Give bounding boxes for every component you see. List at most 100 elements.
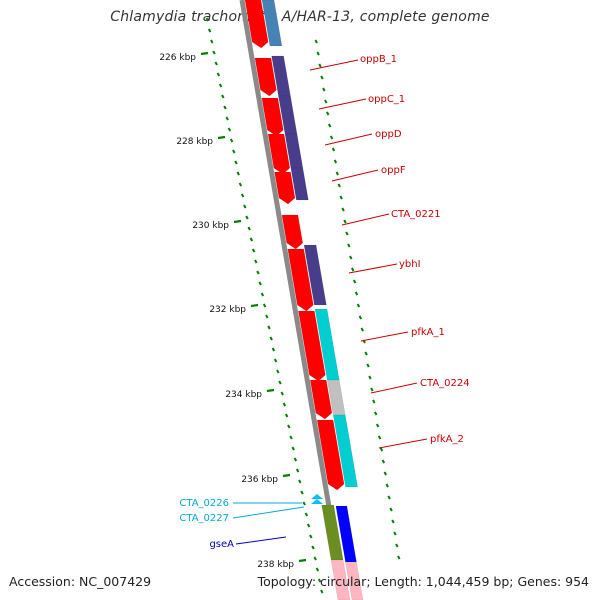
kbp-tick-mark — [266, 388, 275, 393]
inner-dot-tick — [207, 28, 212, 33]
kbp-tick-mark — [217, 135, 226, 140]
outer-dot-tick — [339, 195, 343, 200]
outer-dot-tick — [337, 183, 341, 188]
inner-dot-tick — [251, 248, 256, 253]
trna-marker — [311, 494, 323, 504]
gene-label-leader — [309, 59, 359, 71]
cds-arrow — [244, 0, 269, 49]
outer-dot-tick — [316, 51, 320, 56]
outer-dot-tick — [381, 459, 386, 464]
outer-dot-tick — [324, 99, 328, 104]
outer-dot-tick — [366, 363, 370, 368]
outer-dot-tick — [349, 255, 353, 260]
gene-label: pfkA_1 — [411, 327, 445, 338]
inner-dot-tick — [313, 556, 317, 561]
inner-dot-tick — [236, 171, 240, 176]
outer-dot-tick — [322, 87, 326, 92]
outer-dot-tick — [397, 555, 401, 560]
gene-label-leader — [324, 133, 373, 146]
inner-dot-tick — [276, 369, 280, 374]
outer-dot-tick — [358, 315, 363, 320]
inner-dot-tick — [216, 72, 221, 77]
outer-dot-tick — [350, 267, 355, 272]
kbp-tick-label: 232 kbp — [209, 305, 246, 315]
inner-dot-tick — [280, 391, 284, 396]
outer-dot-tick — [354, 291, 359, 296]
inner-dot-tick — [269, 336, 273, 341]
inner-dot-tick — [320, 589, 324, 594]
outer-dot-tick — [326, 111, 330, 116]
inner-dot-tick — [278, 380, 282, 385]
outer-dot-tick — [364, 351, 368, 356]
outer-dot-tick — [375, 423, 380, 428]
outer-dot-tick — [374, 411, 378, 416]
outer-dot-tick — [341, 207, 345, 212]
inner-dot-tick — [205, 17, 210, 22]
kbp-tick-label: 230 kbp — [192, 221, 229, 231]
cog-box — [332, 414, 358, 488]
inner-dot-tick — [273, 358, 278, 363]
outer-dot-tick — [389, 507, 393, 512]
inner-dot-tick — [293, 457, 298, 462]
inner-dot-tick — [282, 402, 287, 407]
kbp-tick-label: 234 kbp — [225, 390, 262, 400]
cog-box — [290, 167, 309, 201]
inner-dot-tick — [271, 347, 276, 352]
outer-dot-tick — [318, 63, 322, 68]
gene-label-leader — [360, 331, 409, 342]
inner-dot-tick — [240, 193, 245, 198]
cog-box — [303, 244, 327, 306]
inner-dot-tick — [260, 292, 265, 297]
cds-arrow — [281, 214, 304, 250]
kbp-tick-label: 228 kbp — [176, 137, 213, 147]
inner-dot-tick — [258, 281, 262, 286]
outer-dot-tick — [327, 123, 332, 128]
outer-dot-tick — [385, 483, 389, 488]
outer-dot-tick — [395, 543, 399, 548]
cds-arrow — [287, 248, 314, 312]
kbp-tick-mark — [250, 303, 259, 308]
cog-box — [261, 0, 283, 47]
topology-text: Topology: circular; Length: 1,044,459 bp… — [257, 574, 589, 589]
outer-dot-tick — [320, 75, 324, 80]
gene-label-leader — [378, 438, 428, 449]
outer-dot-tick — [335, 171, 340, 176]
outer-dot-tick — [356, 303, 361, 308]
kbp-tick-mark — [200, 51, 209, 56]
gene-label: CTA_0221 — [391, 209, 441, 220]
cds-arrow — [298, 310, 326, 382]
inner-dot-tick — [229, 138, 234, 143]
inner-dot-tick — [238, 182, 243, 187]
gene-label-leader — [341, 213, 390, 226]
inner-dot-tick — [265, 314, 269, 319]
outer-dot-tick — [391, 519, 395, 524]
inner-dot-tick — [311, 545, 315, 550]
gene-label: CTA_0227 — [179, 513, 229, 524]
accession-text: Accession: NC_007429 — [9, 574, 152, 589]
gene-label: pfkA_2 — [430, 434, 464, 445]
kbp-tick-mark — [298, 558, 307, 563]
outer-dot-tick — [360, 327, 364, 332]
outer-dot-tick — [377, 435, 382, 440]
gene-label-leader — [318, 98, 367, 110]
gene-label-leader — [370, 382, 418, 394]
outer-dot-tick — [387, 495, 391, 500]
inner-dot-tick — [247, 226, 251, 231]
genome-backbone — [239, 0, 348, 600]
inner-dot-tick — [227, 127, 232, 132]
inner-dot-tick — [267, 325, 271, 330]
outer-dot-tick — [368, 375, 372, 380]
cds-arrow — [254, 57, 277, 97]
inner-dot-tick — [221, 94, 225, 99]
inner-dot-tick — [254, 259, 258, 264]
inner-dot-tick — [309, 534, 313, 539]
outer-dot-tick — [370, 387, 374, 392]
inner-dot-tick — [245, 215, 249, 220]
inner-dot-tick — [304, 512, 309, 517]
outer-dot-tick — [379, 447, 384, 452]
cds-arrow — [274, 171, 296, 205]
inner-dot-tick — [315, 567, 320, 572]
inner-dot-tick — [289, 435, 293, 440]
